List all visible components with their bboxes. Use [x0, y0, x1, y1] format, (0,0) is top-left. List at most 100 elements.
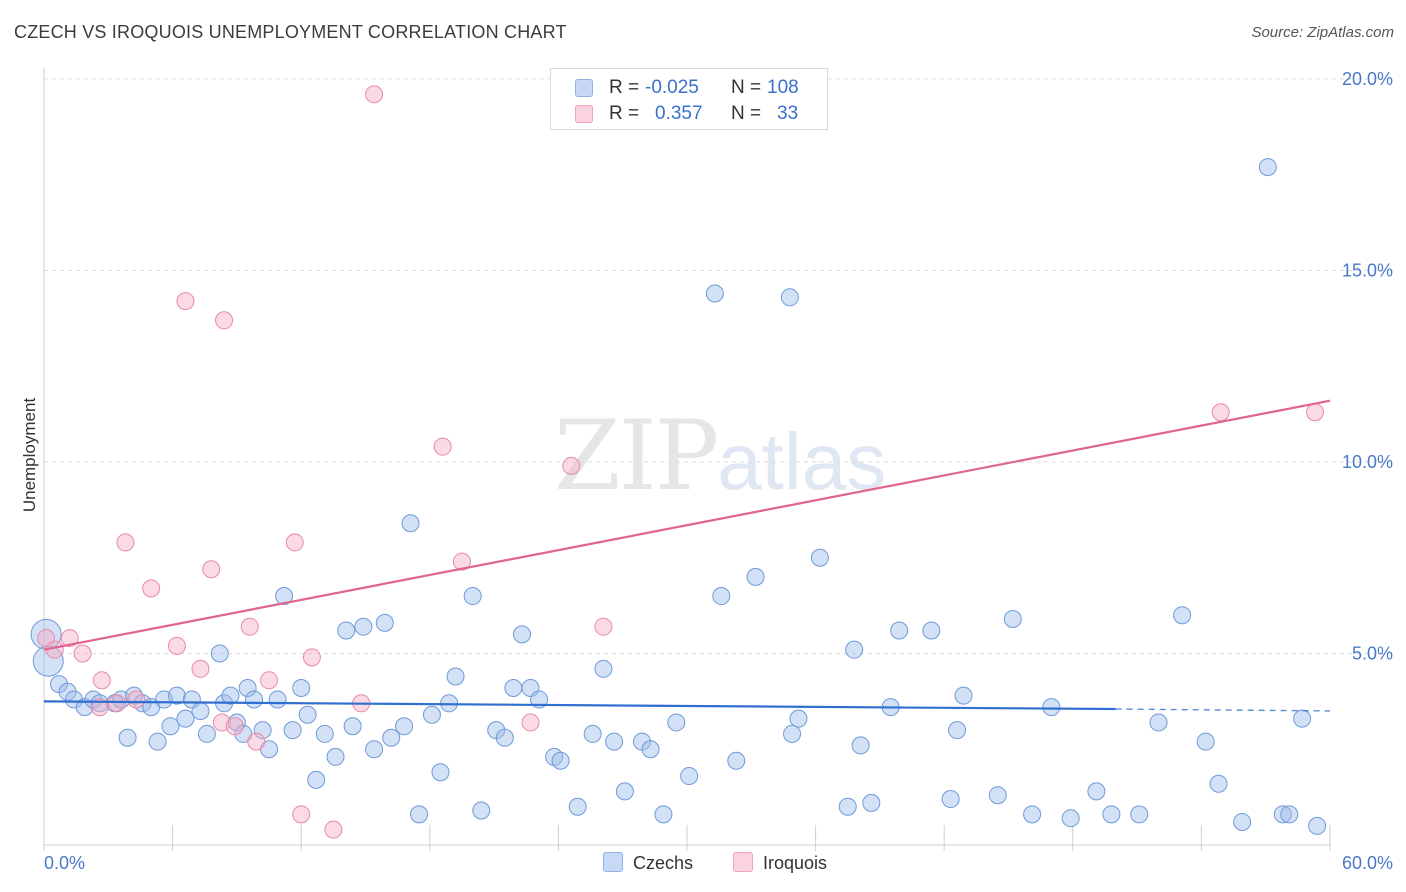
czech-point: [680, 767, 699, 786]
czech-points: [30, 158, 1327, 835]
legend-row-iroquois: R = 0.357 N = 33: [551, 101, 827, 127]
iroquois-point: [324, 820, 343, 839]
czech-point: [845, 640, 864, 659]
czech-point: [705, 284, 724, 303]
czech-point: [1293, 709, 1312, 728]
czech-point: [789, 709, 808, 728]
r-label: R =: [609, 103, 640, 124]
iroquois-point: [116, 533, 135, 552]
iroquois-trend-line: [43, 399, 1331, 651]
czech-point: [307, 770, 326, 789]
czech-point: [615, 782, 634, 801]
czech-point: [191, 701, 210, 720]
iroquois-point: [92, 671, 111, 690]
iroquois-point: [225, 717, 244, 736]
czech-point: [1280, 805, 1299, 824]
y-tick-label: 15.0%: [1342, 261, 1393, 281]
czech-point: [65, 690, 84, 709]
y-tick-label: 10.0%: [1342, 452, 1393, 472]
iroquois-point: [176, 292, 195, 311]
iroquois-point: [562, 456, 581, 475]
czech-point: [292, 678, 311, 697]
czech-point: [1196, 732, 1215, 751]
czech-point: [148, 732, 167, 751]
tick-labels: 5.0% 10.0% 15.0% 20.0% 0.0% 60.0%: [44, 69, 1393, 873]
czech-point: [210, 644, 229, 663]
iroquois-point: [285, 533, 304, 552]
legend-label-czechs: Czechs: [633, 853, 694, 873]
czech-point: [780, 288, 799, 307]
iroquois-point: [260, 671, 279, 690]
czech-point: [197, 724, 216, 743]
czech-point: [431, 763, 450, 782]
iroquois-point: [594, 617, 613, 636]
legend-item-iroquois: Iroquois: [733, 852, 827, 874]
r-value: -0.025: [645, 77, 699, 98]
czech-point: [463, 587, 482, 606]
iroquois-point: [202, 560, 221, 579]
czech-point: [58, 682, 77, 701]
iroquois-point: [302, 648, 321, 667]
czech-point: [238, 678, 257, 697]
czech-point: [176, 709, 195, 728]
czech-point: [221, 686, 240, 705]
czech-point: [988, 786, 1007, 805]
iroquois-swatch: [575, 105, 593, 123]
czech-point: [1209, 774, 1228, 793]
czech-point: [410, 805, 429, 824]
iroquois-point: [142, 579, 161, 598]
watermark-zip: ZIP: [554, 400, 719, 512]
y-axis-label: Unemployment: [20, 397, 39, 513]
source-credit: Source: ZipAtlas.com: [1251, 24, 1394, 41]
czech-point: [1149, 713, 1168, 732]
czech-point: [253, 721, 272, 740]
n-value: 33: [777, 103, 799, 124]
czech-point: [568, 797, 587, 816]
legend-row-czechs: R = -0.025 N = 108: [551, 75, 827, 101]
x-tick-label: 60.0%: [1342, 853, 1393, 873]
czechs-legend-swatch: [603, 852, 623, 872]
czech-point: [315, 724, 334, 743]
iroquois-legend-swatch: [733, 852, 753, 872]
trend-lines: [43, 399, 1331, 712]
czech-point: [382, 728, 401, 747]
czech-point: [1258, 158, 1277, 177]
czech-trend-extension: [1115, 708, 1331, 712]
czech-point: [268, 690, 287, 709]
iroquois-point: [127, 690, 146, 709]
czechs-swatch: [575, 79, 593, 97]
iroquois-point: [191, 659, 210, 678]
iroquois-point: [433, 437, 452, 456]
n-label: N =: [731, 77, 762, 98]
czech-point: [654, 805, 673, 824]
chart-title: CZECH VS IROQUOIS UNEMPLOYMENT CORRELATI…: [14, 22, 567, 42]
czech-point: [446, 667, 465, 686]
series-legend: Czechs Iroquois: [0, 852, 1406, 876]
czech-point: [395, 717, 414, 736]
czech-point: [1173, 606, 1192, 625]
iroquois-point: [521, 713, 540, 732]
czech-point: [118, 728, 137, 747]
czech-point: [365, 740, 384, 759]
czech-point: [922, 621, 941, 640]
czech-point: [783, 724, 802, 743]
iroquois-point: [215, 311, 234, 330]
iroquois-point: [292, 805, 311, 824]
iroquois-point: [365, 85, 384, 104]
iroquois-point: [452, 552, 471, 571]
czech-point: [167, 686, 186, 705]
grid-lines: [44, 78, 1392, 654]
czech-point: [1087, 782, 1106, 801]
czech-point: [1003, 610, 1022, 629]
n-value: 108: [767, 77, 799, 98]
iroquois-point: [1305, 403, 1324, 422]
axes: [43, 68, 1331, 851]
czech-point: [275, 587, 294, 606]
y-tick-label: 5.0%: [1352, 644, 1393, 664]
czech-point: [504, 678, 523, 697]
czech-point: [422, 705, 441, 724]
czech-point: [954, 686, 973, 705]
czech-point: [1130, 805, 1149, 824]
czech-point: [605, 732, 624, 751]
